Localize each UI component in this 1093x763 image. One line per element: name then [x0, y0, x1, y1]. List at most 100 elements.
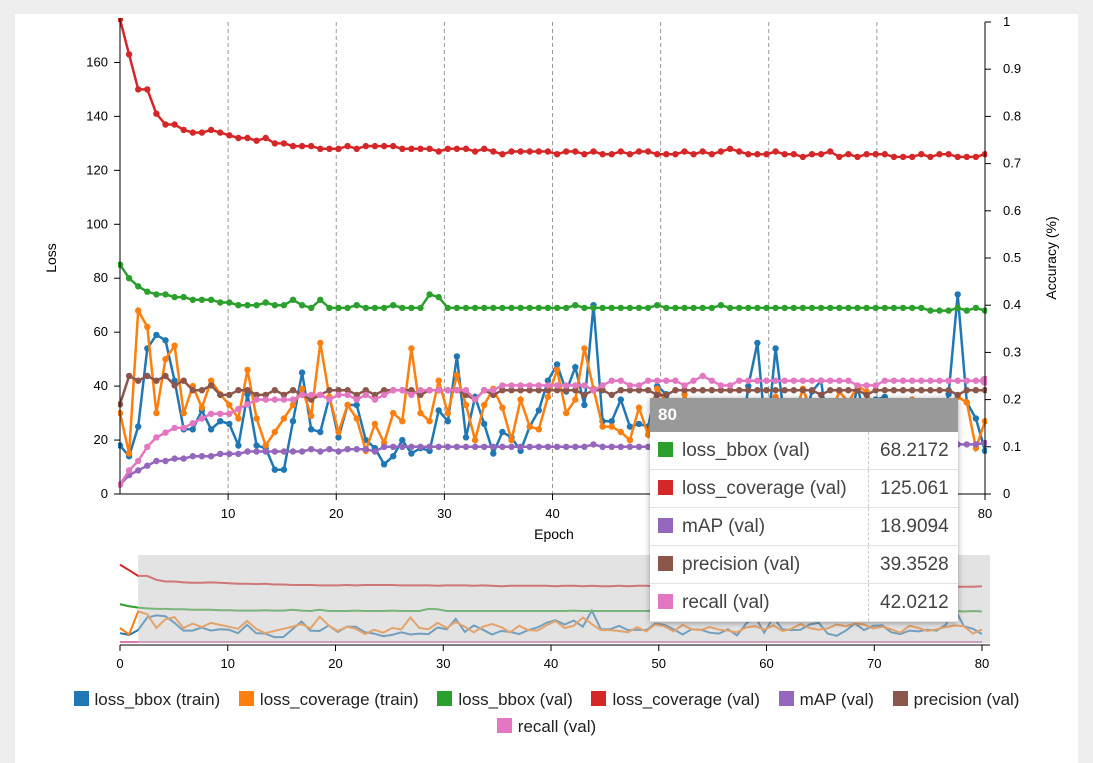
- data-point: [936, 307, 943, 314]
- data-point: [544, 148, 552, 155]
- data-point: [353, 145, 360, 152]
- data-point: [909, 153, 916, 161]
- data-point: [135, 377, 142, 384]
- data-point: [153, 110, 160, 117]
- data-point: [180, 293, 187, 301]
- data-point: [471, 443, 479, 450]
- data-point: [271, 302, 278, 309]
- data-point: [280, 415, 288, 422]
- data-point: [125, 467, 133, 474]
- data-point: [298, 369, 306, 376]
- data-point: [335, 304, 342, 312]
- data-point: [362, 446, 369, 453]
- data-point: [508, 387, 515, 394]
- data-point: [781, 304, 788, 312]
- data-point: [471, 396, 479, 403]
- data-point: [490, 387, 497, 394]
- data-point: [553, 151, 561, 158]
- data-point: [808, 387, 816, 394]
- data-point: [526, 387, 533, 394]
- data-point: [317, 428, 324, 436]
- legend-item-loss-coverage-train[interactable]: loss_coverage (train): [238, 686, 419, 713]
- data-point: [462, 387, 470, 394]
- data-point: [326, 446, 333, 453]
- data-point: [626, 443, 634, 450]
- data-point: [563, 304, 570, 312]
- data-point: [927, 153, 934, 161]
- data-point: [599, 304, 606, 312]
- data-point: [417, 304, 424, 312]
- data-point: [544, 393, 552, 401]
- data-point: [644, 148, 652, 155]
- data-point: [280, 396, 288, 403]
- data-point: [189, 453, 196, 460]
- data-point: [144, 372, 151, 380]
- data-point: [262, 448, 269, 455]
- data-point: [153, 457, 160, 465]
- data-point: [244, 387, 251, 394]
- x-tick-label: 10: [221, 506, 235, 521]
- tooltip-swatch: [658, 441, 673, 457]
- legend-label: loss_bbox (train): [94, 690, 221, 709]
- data-point: [125, 51, 133, 58]
- tooltip-header: 80: [650, 398, 958, 432]
- data-point: [981, 439, 987, 447]
- data-point: [572, 387, 579, 394]
- tooltip-row: mAP (val) 18.9094: [650, 507, 958, 546]
- tooltip-row: recall (val) 42.0212: [650, 583, 958, 622]
- data-point: [426, 145, 433, 152]
- legend-item-precision-val[interactable]: precision (val): [892, 686, 1019, 713]
- legend-item-loss-coverage-val[interactable]: loss_coverage (val): [591, 686, 760, 713]
- data-point: [435, 407, 442, 414]
- legend-item-loss-bbox-val[interactable]: loss_bbox (val): [437, 686, 573, 713]
- data-point: [180, 377, 187, 384]
- data-point: [308, 426, 315, 433]
- data-point: [845, 377, 852, 384]
- data-point: [399, 387, 406, 394]
- data-point: [927, 387, 934, 394]
- data-point: [599, 382, 606, 389]
- data-point: [235, 387, 242, 394]
- y2-tick-label: 0.1: [1003, 439, 1021, 454]
- data-point: [217, 410, 224, 417]
- data-point: [708, 304, 715, 312]
- tooltip-swatch: [658, 517, 673, 533]
- data-point: [271, 448, 278, 455]
- data-point: [654, 151, 661, 158]
- legend-item-loss-bbox-train[interactable]: loss_bbox (train): [73, 686, 221, 713]
- data-point: [936, 151, 943, 158]
- data-point: [399, 436, 406, 444]
- data-point: [390, 302, 397, 309]
- data-point: [135, 467, 142, 474]
- data-point: [963, 441, 970, 448]
- data-point: [590, 441, 597, 448]
- data-point: [380, 391, 388, 399]
- data-point: [681, 304, 688, 312]
- data-point: [408, 391, 415, 399]
- data-point: [736, 387, 743, 394]
- data-point: [954, 153, 961, 161]
- data-point: [581, 391, 588, 399]
- data-point: [754, 339, 761, 347]
- data-point: [754, 377, 761, 384]
- data-point: [390, 142, 397, 150]
- data-point: [426, 387, 433, 394]
- data-point: [945, 151, 952, 158]
- brush-x-tick-label: 20: [328, 656, 342, 671]
- data-point: [135, 86, 142, 93]
- data-point: [644, 387, 652, 394]
- data-point: [526, 382, 533, 389]
- data-point: [535, 387, 542, 394]
- data-point: [590, 304, 597, 312]
- data-point: [881, 151, 888, 158]
- data-point: [417, 145, 424, 152]
- data-point: [899, 304, 907, 312]
- y2-tick-label: 0.2: [1003, 392, 1021, 407]
- data-point: [435, 377, 442, 384]
- legend-item-recall-val[interactable]: recall (val): [496, 713, 596, 740]
- x-tick-label: 40: [545, 506, 559, 521]
- legend-item-map-val[interactable]: mAP (val): [778, 686, 874, 713]
- data-point: [144, 288, 151, 295]
- data-point: [207, 296, 215, 303]
- data-point: [499, 428, 506, 436]
